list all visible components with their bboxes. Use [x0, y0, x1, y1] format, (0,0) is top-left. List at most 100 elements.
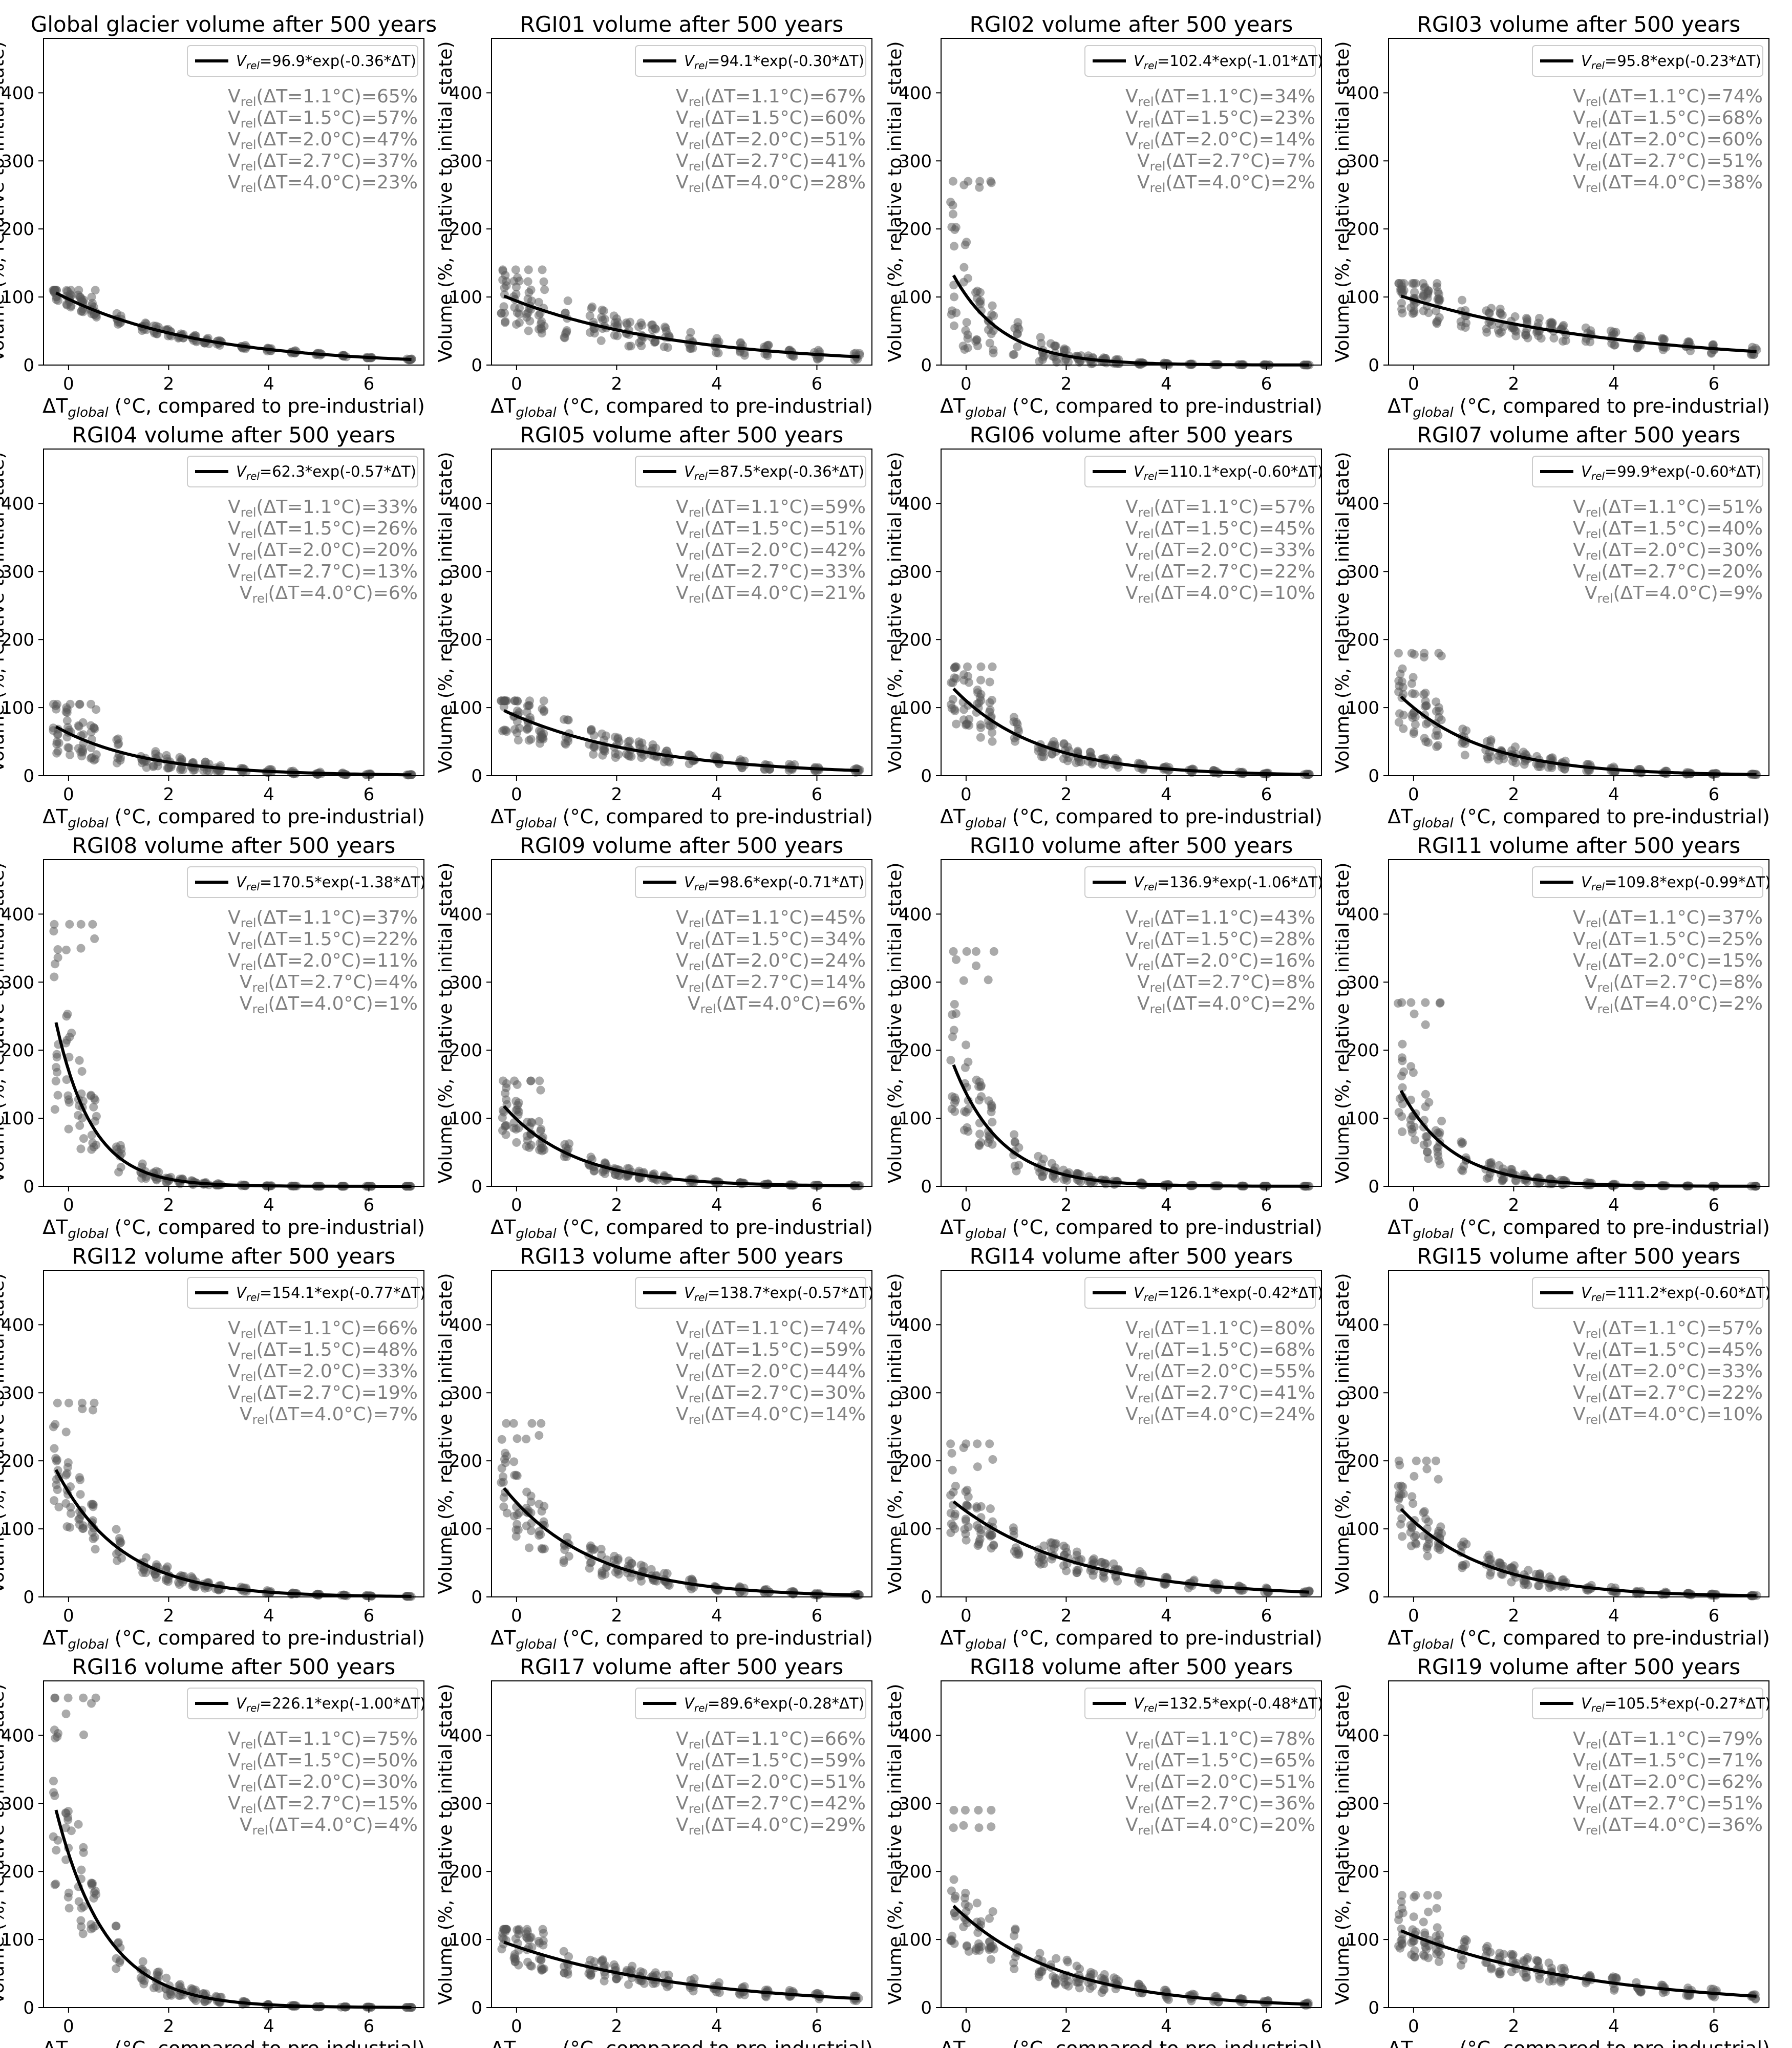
fit-line — [1400, 695, 1757, 776]
scatter-point — [538, 1925, 547, 1934]
x-tick-label: 2 — [611, 1606, 623, 1626]
scatter-point — [1560, 1964, 1569, 1973]
scatter-point — [79, 1730, 88, 1739]
x-tick-label: 0 — [511, 2016, 522, 2037]
y-tick-label: 100 — [899, 698, 932, 718]
scatter-point — [1411, 1135, 1419, 1144]
x-tick-label: 6 — [1709, 2016, 1720, 2037]
scatter-point — [1482, 1174, 1491, 1183]
y-tick-label: 300 — [449, 562, 482, 582]
scatter-point — [62, 1012, 71, 1021]
stat-annotation: Vrel(ΔT=2.0°C)=47% — [228, 129, 418, 152]
scatter-point — [1059, 739, 1069, 748]
scatter-point — [76, 920, 86, 929]
x-tick-label: 0 — [63, 1195, 74, 1215]
scatter-point — [1419, 1140, 1428, 1149]
scatter-point — [1397, 1904, 1406, 1913]
scatter-point — [515, 723, 524, 733]
subplot-rgi08: RGI08 volume after 500 years 0 2 4 6 0 100 200 3… — [0, 833, 425, 1242]
scatter-point — [988, 728, 997, 737]
scatter-point — [949, 321, 958, 330]
scatter-point — [512, 1138, 521, 1147]
scatter-point — [1423, 294, 1432, 303]
y-axis-label: Volume (%, relative to initial state) — [1332, 1684, 1353, 2005]
scatter-point — [539, 696, 548, 706]
scatter-point — [560, 333, 569, 343]
scatter-point — [586, 1153, 595, 1162]
scatter-point — [951, 1482, 960, 1490]
x-tick-label: 2 — [611, 1195, 623, 1215]
scatter-point — [1035, 357, 1044, 366]
scatter-point — [1432, 1456, 1440, 1465]
scatter-point — [1424, 1953, 1433, 1962]
scatter-point — [53, 746, 62, 756]
y-tick-label: 400 — [449, 494, 482, 514]
scatter-point — [651, 743, 660, 753]
stat-annotation: Vrel(ΔT=1.1°C)=67% — [676, 86, 866, 109]
y-tick-label: 100 — [449, 287, 482, 308]
stat-annotation: Vrel(ΔT=1.1°C)=80% — [1125, 1318, 1315, 1341]
scatter-point — [51, 701, 60, 711]
scatter-points — [498, 1076, 864, 1190]
scatter-point — [61, 945, 71, 954]
scatter-point — [1544, 1958, 1553, 1968]
y-tick-label: 0 — [23, 766, 34, 786]
x-tick-label: 2 — [611, 2016, 623, 2037]
scatter-point — [511, 265, 520, 274]
scatter-point — [1432, 306, 1441, 315]
scatter-point — [62, 705, 72, 714]
scatter-point — [975, 1077, 984, 1086]
scatter-point — [153, 1968, 162, 1977]
scatter-point — [952, 308, 961, 317]
scatter-point — [201, 757, 210, 766]
scatter-point — [74, 1820, 83, 1829]
scatter-point — [1410, 1946, 1419, 1955]
scatter-point — [1052, 1954, 1061, 1963]
subplot-title: RGI16 volume after 500 years — [72, 1654, 396, 1679]
scatter-point — [963, 344, 972, 353]
stat-annotation: Vrel(ΔT=4.0°C)=38% — [1573, 172, 1763, 195]
y-tick-label: 100 — [449, 698, 482, 718]
scatter-point — [626, 1573, 635, 1582]
x-axis-label: ΔTglobal (°C, compared to pre-industrial… — [940, 1216, 1322, 1242]
x-axis-label: ΔTglobal (°C, compared to pre-industrial… — [1388, 2037, 1770, 2048]
x-tick-label: 2 — [1508, 1606, 1520, 1626]
scatter-point — [1394, 718, 1403, 727]
scatter-point — [1034, 1972, 1043, 1981]
legend-label: Vrel=99.9*exp(-0.60*ΔT) — [1581, 463, 1761, 482]
scatter-point — [946, 1056, 955, 1065]
x-tick-label: 6 — [812, 2016, 823, 2037]
y-tick-label: 400 — [1346, 83, 1379, 103]
scatter-point — [959, 976, 968, 985]
scatter-point — [51, 1077, 60, 1085]
stat-annotation: Vrel(ΔT=2.7°C)=30% — [676, 1382, 866, 1405]
scatter-point — [1397, 298, 1406, 308]
stat-annotation: Vrel(ΔT=2.7°C)=7% — [1137, 151, 1315, 174]
stat-annotation: Vrel(ΔT=4.0°C)=21% — [676, 583, 866, 606]
scatter-point — [76, 944, 86, 953]
scatter-point — [90, 934, 99, 943]
scatter-point — [1406, 1062, 1416, 1071]
scatter-point — [1394, 1108, 1403, 1117]
x-tick-label: 0 — [961, 1606, 972, 1626]
scatter-point — [963, 662, 972, 671]
x-axis-label: ΔTglobal (°C, compared to pre-industrial… — [940, 1627, 1322, 1652]
stat-annotation: Vrel(ΔT=1.1°C)=57% — [1573, 1318, 1763, 1341]
x-tick-label: 2 — [163, 1606, 175, 1626]
stat-annotation: Vrel(ΔT=2.0°C)=51% — [676, 1772, 866, 1795]
x-tick-label: 4 — [711, 2016, 722, 2037]
scatter-point — [537, 1507, 546, 1516]
scatter-point — [962, 1942, 971, 1951]
scatter-point — [53, 1398, 62, 1407]
scatter-point — [499, 302, 508, 311]
scatter-point — [1394, 676, 1403, 686]
scatter-point — [1460, 751, 1469, 760]
scatter-point — [1397, 998, 1406, 1007]
scatter-point — [1434, 731, 1443, 740]
scatter-point — [1437, 1117, 1446, 1126]
stat-annotation: Vrel(ΔT=1.5°C)=28% — [1125, 929, 1315, 952]
scatter-point — [613, 1554, 623, 1563]
y-tick-label: 100 — [1346, 698, 1379, 718]
scatter-point — [514, 1107, 523, 1116]
